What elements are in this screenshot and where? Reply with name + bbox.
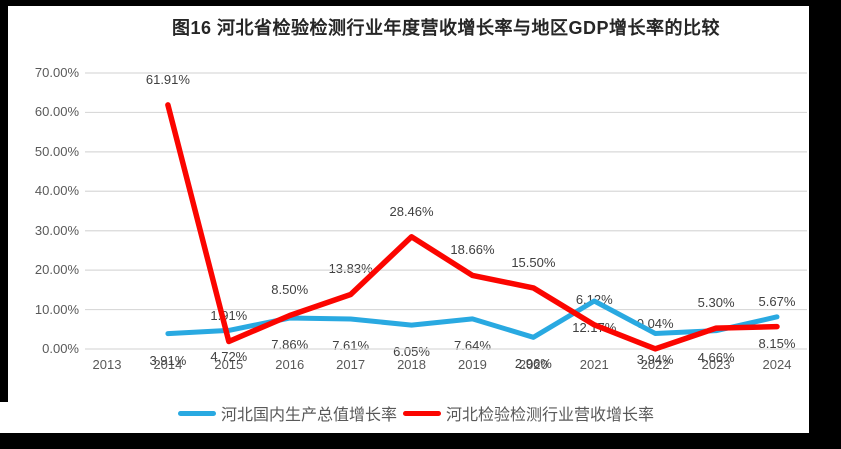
x-axis-tick-label: 2017	[336, 357, 366, 372]
legend-swatch-gdp-line	[177, 410, 216, 416]
data-point-label: 0.04%	[636, 315, 674, 331]
y-axis-tick-label: 0.00%	[42, 341, 79, 356]
data-point-label: 6.12%	[575, 291, 613, 307]
x-axis-tick-label: 2018	[397, 357, 426, 372]
legend-swatch-revenue-line	[403, 410, 441, 416]
data-point-label: 1.91%	[210, 308, 248, 324]
page-frame-left	[0, 6, 8, 402]
data-point-label: 4.66%	[697, 349, 735, 365]
x-axis-tick-label: 2014	[153, 357, 183, 372]
data-point-label: 4.72%	[210, 349, 248, 365]
page-frame-top	[0, 0, 841, 6]
x-axis-tick-label: 2019	[457, 357, 487, 372]
data-point-label: 2.96%	[514, 356, 552, 372]
data-point-label: 15.50%	[511, 254, 556, 270]
y-axis-tick-label: 70.00%	[34, 65, 79, 80]
x-axis-tick-label: 2024	[762, 357, 792, 372]
data-point-label: 3.91%	[149, 352, 187, 368]
legend-item-revenue: 河北检验检测行业营收增长率	[403, 401, 654, 425]
data-point-label: 8.50%	[271, 282, 309, 298]
legend-label-revenue: 河北检验检测行业营收增长率	[446, 407, 655, 424]
data-point-label: 8.15%	[758, 335, 796, 351]
data-point-label: 7.64%	[454, 337, 491, 353]
data-point-label: 5.67%	[758, 293, 796, 309]
page-frame-bottom	[0, 433, 841, 449]
data-point-label: 3.94%	[636, 352, 674, 368]
legend-item-gdp: 河北国内生产总值增长率	[177, 401, 397, 425]
y-axis-tick-label: 20.00%	[34, 262, 79, 278]
x-axis-tick-label: 2016	[275, 357, 305, 372]
x-axis-tick-label: 2015	[214, 357, 244, 372]
data-point-label: 61.91%	[145, 71, 190, 87]
y-axis-tick-label: 60.00%	[34, 104, 79, 120]
x-axis-tick-label: 2020	[518, 357, 548, 372]
x-axis-tick-label: 2023	[701, 357, 731, 372]
y-axis-tick-label: 50.00%	[34, 143, 79, 159]
y-axis-tick-label: 30.00%	[34, 222, 79, 238]
legend-label-gdp: 河北国内生产总值增长率	[220, 407, 397, 424]
data-point-label: 28.46%	[389, 203, 434, 219]
x-axis-tick-label: 2013	[92, 357, 122, 372]
legend: 河北国内生产总值增长率 河北检验检测行业营收增长率	[0, 402, 832, 424]
page-frame-right	[809, 0, 841, 449]
x-axis-tick-label: 2021	[579, 357, 609, 372]
data-point-label: 13.83%	[328, 261, 373, 277]
y-axis-tick-label: 40.00%	[34, 183, 79, 199]
chart-title: 图16 河北省检验检测行业年度营收增长率与地区GDP增长率的比较	[171, 18, 721, 38]
x-axis-tick-label: 2022	[640, 357, 670, 372]
y-axis-tick-label: 10.00%	[34, 301, 79, 317]
